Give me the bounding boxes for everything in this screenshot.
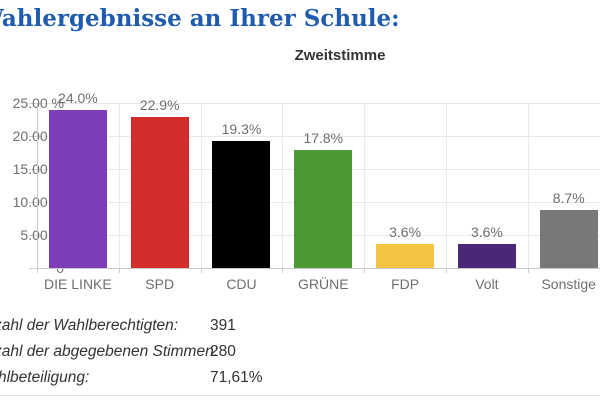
v-gridline [118, 103, 120, 268]
category-slot-volt: 3.6% Volt [446, 103, 528, 292]
bar-die-linke [48, 109, 107, 268]
x-tick-mark [364, 268, 366, 273]
y-tick-mark [29, 103, 37, 104]
value-label: 19.3% [221, 120, 262, 137]
v-gridline [527, 103, 529, 268]
value-label: 3.6% [389, 223, 422, 240]
x-axis-label: Volt [475, 276, 499, 292]
bar-volt [457, 243, 516, 268]
stats-block: Anzahl der Wahlberechtigten:391Anzahl de… [0, 317, 600, 395]
category-slot-die-linke: 24.0% DIE LINKE [37, 90, 119, 292]
stat-row: Anzahl der Wahlberechtigten: 391 [0, 317, 600, 343]
category-slot-spd: 22.9% SPD [119, 97, 201, 292]
h-gridline [37, 135, 600, 137]
v-gridline [364, 103, 366, 268]
stat-label: Wahlbeteiligung: [0, 369, 90, 386]
x-axis-label: GRÜNE [298, 276, 349, 292]
page-title: Wahlergebnisse an Ihrer Schule: [0, 5, 400, 32]
h-gridline [37, 103, 600, 104]
stat-value: 71,61% [210, 369, 263, 386]
y-tick-mark [29, 168, 37, 170]
x-tick-mark [37, 268, 38, 273]
stat-label: Anzahl der abgegebenen Stimmen: [0, 343, 218, 360]
v-gridline [200, 103, 202, 268]
v-gridline [282, 103, 284, 268]
bar-fdp [376, 243, 435, 268]
v-gridline [446, 103, 447, 268]
x-tick-mark [282, 268, 284, 273]
x-tick-mark [446, 268, 447, 273]
x-axis-label: Sonstige [541, 276, 596, 292]
chart-title: Zweitstimme [294, 47, 386, 64]
y-tick-mark [29, 201, 37, 203]
x-axis-label: DIE LINKE [44, 276, 112, 292]
value-label: 24.0% [58, 89, 98, 106]
x-axis-line [37, 267, 600, 269]
y-tick-label: 25.00 % [12, 95, 64, 111]
category-slot-sonstige: 8.7% Sonstige [528, 103, 600, 292]
x-tick-mark [527, 268, 529, 273]
stat-row: Anzahl der abgegebenen Stimmen:280 [0, 343, 600, 369]
x-axis-label: FDP [391, 276, 420, 292]
bar-grüne [294, 150, 353, 268]
x-tick-mark [200, 268, 202, 273]
x-tick-mark [118, 268, 120, 273]
stat-row: Wahlbeteiligung: 71,61% [0, 369, 600, 395]
y-axis-line [37, 103, 38, 268]
category-slot-fdp: 3.6% FDP [364, 103, 446, 292]
stat-label: Anzahl der Wahlberechtigten: [0, 317, 179, 334]
stat-value: 391 [210, 317, 236, 334]
value-label: 22.9% [139, 96, 180, 113]
category-slot-cdu: 19.3% CDU [201, 103, 283, 292]
value-label: 17.8% [303, 130, 344, 147]
x-axis-label: CDU [226, 276, 257, 292]
bar-cdu [212, 140, 271, 268]
stat-value: 280 [210, 343, 236, 360]
value-label: 8.7% [552, 190, 585, 207]
bar-chart-plot-area: 25.00 %20.00 %15.00 %10.00 %5.00 %024.0%… [13, 90, 600, 292]
x-axis-label: SPD [145, 276, 175, 292]
category-slot-grüne: 17.8% GRÜNE [282, 103, 364, 292]
bar-sonstige [539, 210, 598, 268]
y-tick-mark [29, 267, 37, 269]
value-label: 3.6% [470, 223, 503, 240]
bottom-divider [0, 395, 600, 396]
y-tick-mark [29, 234, 37, 236]
bar-spd [130, 116, 189, 268]
y-tick-mark [29, 135, 37, 137]
